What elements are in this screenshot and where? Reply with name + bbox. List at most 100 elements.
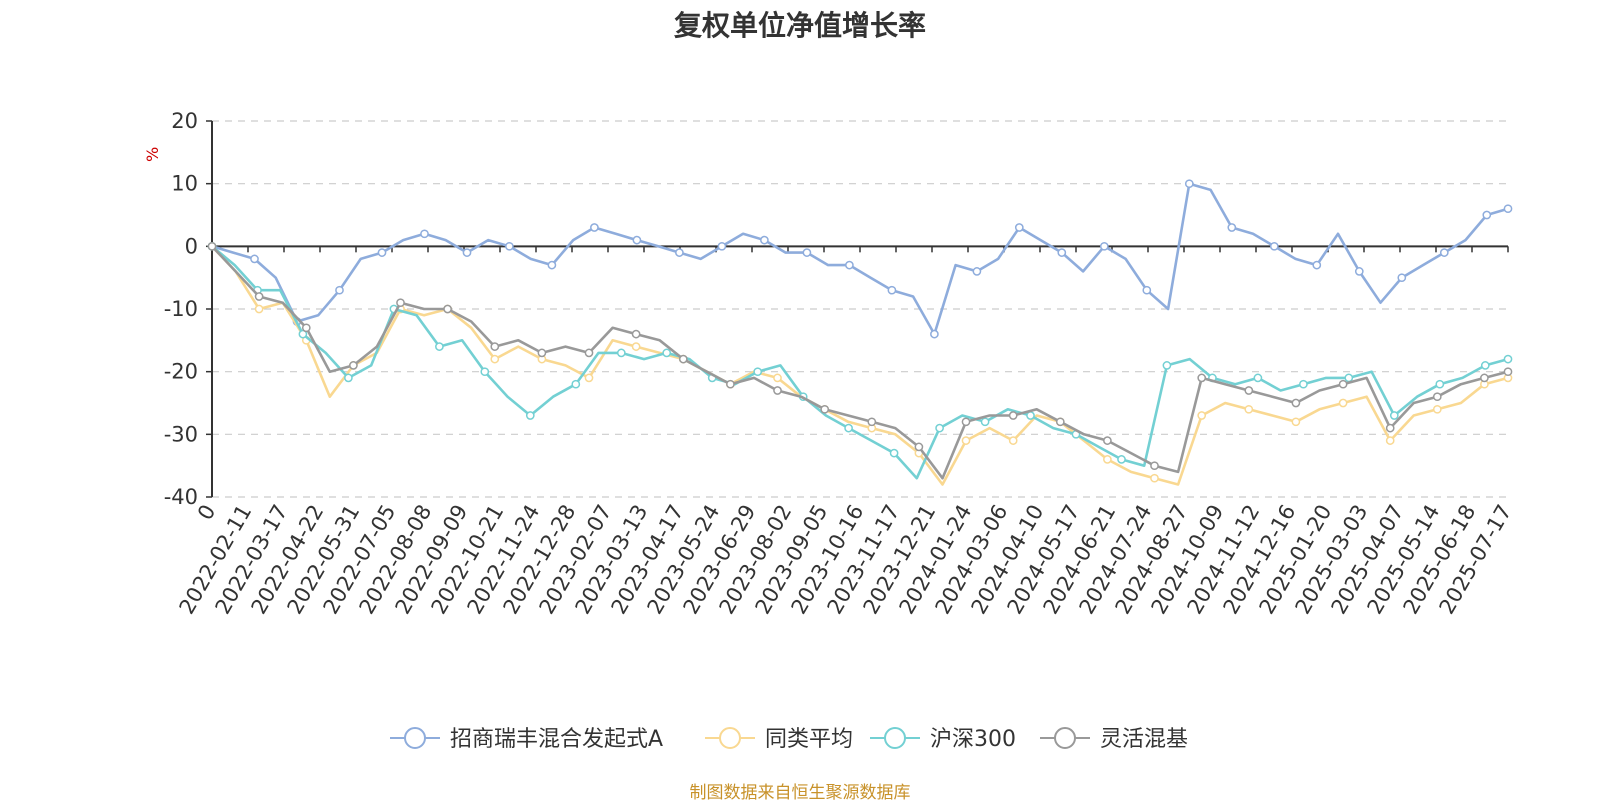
data-point [490, 342, 500, 351]
data-point [1480, 373, 1489, 383]
data-point [961, 436, 971, 445]
x-tick-label: 0 [193, 501, 220, 525]
data-point [1503, 354, 1513, 364]
y-tick-label: -10 [164, 297, 198, 321]
series-line-2 [211, 245, 1509, 480]
data-point [914, 442, 924, 452]
data-point [631, 342, 641, 351]
legend-label: 沪深300 [930, 727, 1016, 752]
data-point [1197, 373, 1207, 383]
data-point [1312, 260, 1322, 270]
data-point [1397, 273, 1407, 283]
series-line-3 [211, 245, 1509, 480]
data-point [1299, 379, 1308, 389]
data-point [1103, 455, 1112, 464]
data-point [1503, 204, 1513, 214]
data-point [1435, 379, 1445, 389]
data-point [1439, 248, 1449, 257]
y-tick-label: -20 [164, 360, 198, 384]
chart-title: 复权单位净值增长率 [673, 9, 926, 42]
data-point [301, 323, 311, 333]
data-point [1253, 373, 1263, 383]
data-point [1480, 361, 1490, 370]
data-point [254, 304, 264, 314]
data-point [820, 404, 830, 414]
y-axis-unit: % [143, 147, 162, 162]
legend: 招商瑞丰混合发起式A 同类平均 沪深300 灵活混基 [390, 727, 1188, 752]
data-point [547, 260, 557, 270]
data-point [1150, 473, 1159, 483]
data-point [1197, 411, 1207, 420]
data-point [1338, 398, 1348, 408]
data-point [480, 367, 490, 377]
data-point [1244, 386, 1254, 395]
data-point [662, 348, 672, 358]
data-point [1162, 361, 1172, 370]
data-point [1103, 436, 1112, 445]
data-point [930, 329, 939, 339]
data-point [443, 304, 452, 314]
data-point [845, 260, 854, 270]
data-point [889, 448, 899, 458]
data-point [584, 348, 594, 358]
data-point [344, 373, 353, 383]
data-point [961, 417, 971, 427]
data-point [935, 423, 944, 433]
data-point [396, 298, 405, 308]
data-point [773, 386, 782, 395]
data-point [420, 229, 429, 239]
data-point [537, 348, 547, 358]
data-point [1385, 436, 1395, 445]
data-point [675, 248, 684, 257]
data-point [1026, 411, 1035, 420]
data-point [349, 361, 358, 370]
data-point [616, 348, 626, 358]
data-point [1291, 417, 1301, 427]
data-point [571, 379, 581, 389]
data-point [1432, 392, 1442, 402]
data-point [867, 417, 877, 427]
data-point [335, 285, 344, 295]
data-point [753, 367, 763, 377]
data-point [802, 248, 812, 257]
data-point [1244, 404, 1254, 414]
data-point [631, 329, 641, 339]
y-tick-label: -30 [164, 422, 198, 446]
data-point [1385, 423, 1395, 433]
axes [206, 120, 1509, 498]
data-point [887, 285, 897, 295]
data-point [1432, 404, 1442, 414]
data-point [377, 248, 387, 257]
legend-marker [404, 727, 426, 749]
data-point [250, 254, 259, 264]
grid-lines [212, 120, 1508, 498]
data-point [584, 373, 594, 383]
data-point [1354, 267, 1364, 276]
data-point [717, 241, 727, 251]
data-point [760, 235, 769, 245]
y-tick-label: 20 [171, 109, 198, 133]
data-point [980, 417, 990, 427]
data-point [490, 354, 500, 364]
data-point [1014, 223, 1024, 232]
data-point [1503, 367, 1513, 377]
data-point [844, 423, 853, 433]
data-point [1482, 210, 1492, 220]
data-point [1117, 455, 1126, 464]
y-tick-label: 0 [185, 234, 198, 258]
data-point [1150, 461, 1159, 471]
data-point [1057, 248, 1067, 257]
source-note: 制图数据来自恒生聚源数据库 [689, 783, 911, 803]
data-point [1389, 411, 1399, 420]
data-point [972, 267, 982, 276]
series-line-1 [211, 245, 1509, 486]
legend-label: 招商瑞丰混合发起式A [450, 727, 663, 752]
legend-marker [719, 727, 741, 749]
legend-marker [884, 727, 906, 749]
data-point [1291, 398, 1301, 408]
legend-label: 同类平均 [765, 727, 853, 752]
data-point [525, 411, 535, 420]
data-point [435, 342, 444, 351]
data-point [1142, 285, 1152, 295]
